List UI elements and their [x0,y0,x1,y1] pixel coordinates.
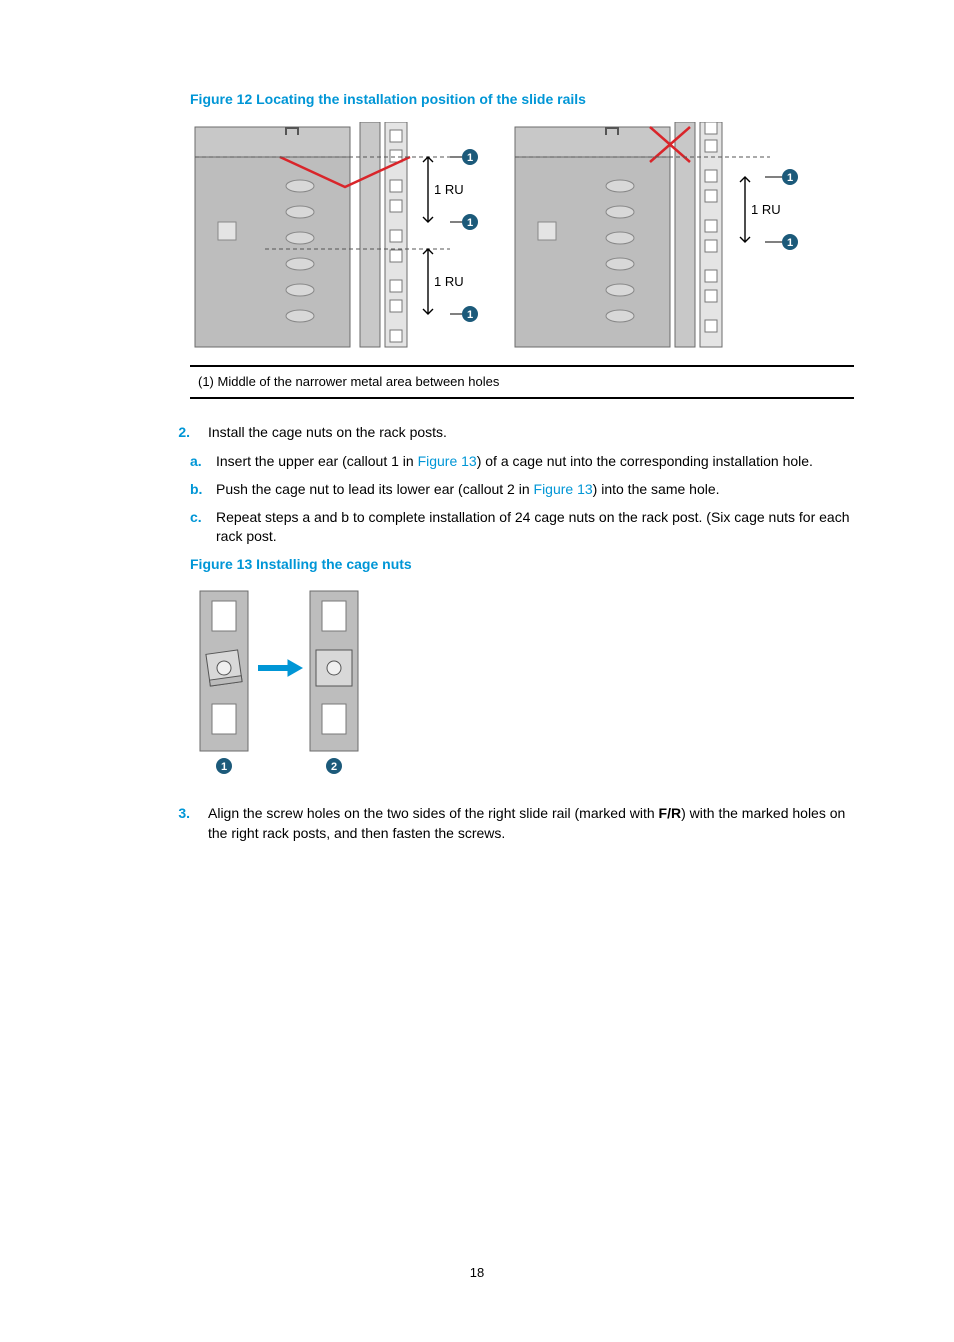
svg-text:1 RU: 1 RU [434,182,464,197]
step-2b: b. Push the cage nut to lead its lower e… [190,480,854,500]
step-2c-letter: c. [190,508,216,547]
step-2c-text: Repeat steps a and b to complete install… [216,508,854,547]
step-2a-letter: a. [190,452,216,472]
svg-text:2: 2 [331,761,337,773]
figure13-caption: Figure 13 Installing the cage nuts [190,555,854,575]
step-2b-text: Push the cage nut to lead its lower ear … [216,480,854,500]
figure12-image: 1 RU 1 RU 1 1 1 [190,122,854,357]
step-3-text: Align the screw holes on the two sides o… [208,804,854,843]
svg-text:1: 1 [787,172,793,184]
svg-text:1 RU: 1 RU [751,202,781,217]
page-number: 18 [100,1264,854,1282]
svg-text:1: 1 [467,217,473,229]
step-2-number: 2. [154,423,208,443]
svg-text:1: 1 [467,309,473,321]
step-2-text: Install the cage nuts on the rack posts. [208,423,854,443]
figure13-link[interactable]: Figure 13 [418,453,477,469]
step-3-number: 3. [154,804,208,843]
step-3: 3. Align the screw holes on the two side… [154,804,854,843]
step-2c: c. Repeat steps a and b to complete inst… [190,508,854,547]
svg-text:1: 1 [787,237,793,249]
figure13-link-2[interactable]: Figure 13 [534,481,593,497]
svg-text:1 RU: 1 RU [434,274,464,289]
step-2: 2. Install the cage nuts on the rack pos… [154,423,854,443]
step-2a: a. Insert the upper ear (callout 1 in Fi… [190,452,854,472]
figure12-note: (1) Middle of the narrower metal area be… [190,365,854,399]
step-2a-text: Insert the upper ear (callout 1 in Figur… [216,452,854,472]
svg-text:1: 1 [221,761,227,773]
figure13-image: 1 2 [190,586,854,776]
svg-text:1: 1 [467,152,473,164]
figure12-caption: Figure 12 Locating the installation posi… [190,90,854,110]
step-2b-letter: b. [190,480,216,500]
